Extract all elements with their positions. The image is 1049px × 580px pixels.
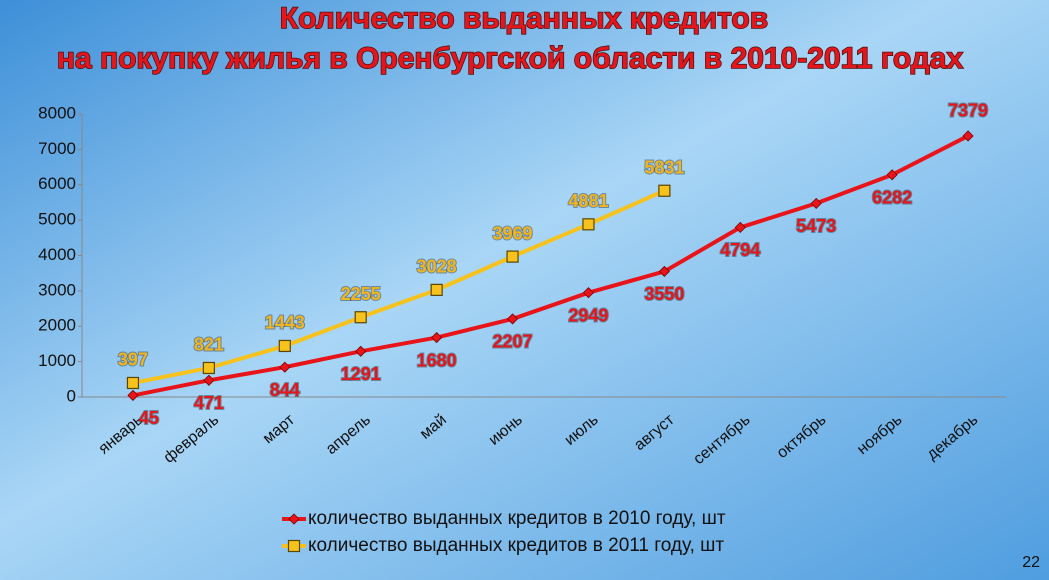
point-marker bbox=[582, 218, 595, 231]
point-marker bbox=[506, 313, 519, 325]
point-marker bbox=[734, 221, 746, 233]
series-line bbox=[132, 188, 666, 385]
legend-marker bbox=[287, 539, 301, 553]
point-marker bbox=[278, 339, 291, 353]
point-marker bbox=[203, 374, 215, 386]
y-tick-label: 3000 bbox=[38, 280, 76, 299]
y-tick-label: 4000 bbox=[38, 245, 76, 264]
data-label: 6282 bbox=[872, 188, 912, 208]
point-marker bbox=[658, 265, 670, 277]
point-marker bbox=[658, 184, 671, 197]
data-label: 45 bbox=[139, 408, 159, 428]
data-label: 844 bbox=[270, 380, 300, 400]
point-marker bbox=[202, 361, 215, 375]
point-marker bbox=[127, 389, 139, 401]
data-label: 2949 bbox=[568, 305, 608, 325]
data-label: 5831 bbox=[644, 157, 684, 177]
y-tick-label: 6000 bbox=[38, 174, 76, 193]
data-label: 4794 bbox=[720, 240, 760, 260]
chart-title: Количество выданных кредитов bbox=[280, 2, 768, 35]
data-label: 1443 bbox=[265, 313, 305, 333]
point-marker bbox=[962, 130, 974, 142]
point-marker bbox=[582, 287, 595, 299]
legend-label: количество выданных кредитов в 2011 году… bbox=[308, 535, 724, 556]
data-label: 471 bbox=[194, 393, 224, 413]
chart-subtitle: на покупку жилья в Оренбургской области … bbox=[57, 42, 964, 75]
series-line bbox=[132, 134, 969, 398]
point-marker bbox=[126, 376, 140, 390]
data-label: 397 bbox=[118, 350, 148, 370]
point-marker bbox=[431, 332, 443, 344]
slide-number: 22 bbox=[1022, 554, 1040, 571]
y-tick-label: 7000 bbox=[38, 139, 76, 158]
data-label: 2255 bbox=[341, 284, 381, 304]
data-label: 1680 bbox=[417, 350, 457, 370]
legend-label: количество выданных кредитов в 2010 году… bbox=[308, 508, 726, 529]
point-marker bbox=[279, 361, 291, 373]
data-label: 3028 bbox=[417, 257, 457, 277]
data-label: 821 bbox=[194, 335, 224, 355]
data-label: 2207 bbox=[493, 332, 533, 352]
point-marker bbox=[886, 169, 898, 181]
legend-marker bbox=[288, 513, 300, 525]
point-marker bbox=[355, 345, 367, 357]
data-label: 7379 bbox=[948, 101, 988, 121]
point-marker bbox=[506, 250, 519, 263]
data-label: 5473 bbox=[796, 216, 836, 236]
y-tick-label: 8000 bbox=[38, 103, 76, 122]
y-tick-label: 0 bbox=[67, 386, 76, 405]
point-marker bbox=[430, 283, 443, 296]
y-tick-label: 1000 bbox=[38, 351, 76, 370]
point-marker bbox=[810, 197, 822, 209]
y-tick-label: 5000 bbox=[38, 210, 76, 229]
point-marker bbox=[354, 311, 367, 324]
y-tick-label: 2000 bbox=[38, 316, 76, 335]
data-label: 4881 bbox=[568, 191, 608, 211]
data-label: 3969 bbox=[493, 223, 533, 243]
data-label: 3550 bbox=[644, 284, 684, 304]
data-label: 1291 bbox=[341, 364, 381, 384]
